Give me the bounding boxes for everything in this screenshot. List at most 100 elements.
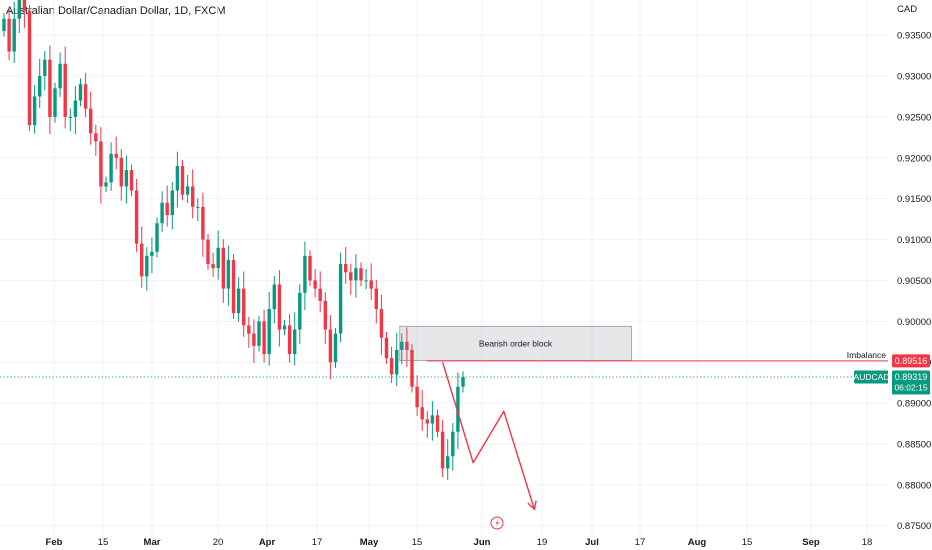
candle-body xyxy=(78,84,83,101)
candle-body xyxy=(323,300,327,330)
currency-label: CAD xyxy=(897,4,917,15)
candles xyxy=(2,0,465,480)
candle-body xyxy=(359,268,363,281)
candle-body xyxy=(236,288,241,314)
y-tick-label: 0.88000 xyxy=(897,480,931,491)
chart-title: Australian Dollar/Canadian Dollar, 1D, F… xyxy=(6,5,226,17)
candle-body xyxy=(155,223,159,252)
x-tick-label: Jun xyxy=(474,537,491,548)
y-tick-label: 0.90500 xyxy=(897,276,931,287)
x-tick-label: May xyxy=(360,537,379,548)
candle-body xyxy=(150,251,154,256)
candle-body xyxy=(43,59,47,77)
candle-body xyxy=(124,170,129,187)
lightning-glyph xyxy=(495,519,499,527)
candle-body xyxy=(267,309,271,355)
x-tick-label: 15 xyxy=(98,537,109,548)
current-price-label: 0.89319 xyxy=(895,372,928,382)
candle-body xyxy=(257,321,261,346)
candle-body xyxy=(129,170,134,191)
projection-path xyxy=(441,362,536,510)
x-tick-label: Jul xyxy=(585,537,599,548)
symbol-tag xyxy=(854,370,889,384)
candle-body xyxy=(308,255,312,281)
y-tick-label: 0.93500 xyxy=(897,31,931,42)
x-tick-label: Sep xyxy=(802,537,820,548)
candle-body xyxy=(17,0,21,19)
candle-body xyxy=(430,415,435,424)
candle-body xyxy=(389,358,394,375)
candle-body xyxy=(293,329,297,355)
y-tick-label: 0.87500 xyxy=(897,521,931,532)
candle-body xyxy=(211,264,215,269)
candle-body xyxy=(282,325,287,330)
candle-body xyxy=(94,133,98,142)
countdown-label: 06:02:15 xyxy=(894,383,927,393)
y-tick-label: 0.88500 xyxy=(897,439,931,450)
candle-body xyxy=(2,18,6,32)
time-axis: Feb 15 Mar 20 Apr 17 May 15 Jun 19 Jul 17 Aug 15 Sep 18 xyxy=(46,537,873,548)
order-block-label: Bearish order block xyxy=(479,338,553,348)
candle-body xyxy=(262,321,266,355)
candle-body xyxy=(196,206,200,208)
x-tick-label: Apr xyxy=(259,537,276,548)
candle-body xyxy=(38,76,42,97)
imbalance-price-tag xyxy=(892,354,930,368)
candle-body xyxy=(22,0,27,11)
candle-body xyxy=(451,431,455,457)
y-tick-label: 0.92500 xyxy=(897,112,931,123)
candle-body xyxy=(58,63,62,89)
candle-body xyxy=(73,100,78,117)
candle-body xyxy=(160,202,164,224)
current-price-tag xyxy=(892,370,930,395)
x-tick-label: 15 xyxy=(742,537,753,548)
y-tick-label: 0.89000 xyxy=(897,399,931,410)
order-block-zone xyxy=(399,325,632,361)
candle-body xyxy=(119,157,123,187)
candle-body xyxy=(99,141,103,187)
candle-body xyxy=(231,260,236,314)
candle-body xyxy=(180,165,185,195)
candle-body xyxy=(364,280,368,282)
candle-body xyxy=(191,186,195,207)
candle-body xyxy=(247,325,251,334)
candle-body xyxy=(369,280,373,289)
candle-body xyxy=(206,239,210,265)
candle-body xyxy=(7,18,11,52)
candle-body xyxy=(140,243,144,277)
candle-body xyxy=(12,18,16,52)
x-tick-label: 20 xyxy=(213,537,224,548)
candle-body xyxy=(298,292,302,330)
candle-body xyxy=(175,165,180,191)
candle-body xyxy=(272,284,276,310)
candle-body xyxy=(410,349,414,387)
projection-arrow-head xyxy=(527,500,537,511)
candle-body xyxy=(201,206,205,240)
symbol-label: AUDCAD xyxy=(854,372,890,382)
annotations: Bearish order block Imbalance AUDCAD xyxy=(0,325,890,530)
candle-body xyxy=(252,333,256,346)
candle-body xyxy=(32,96,37,126)
candle-body xyxy=(226,260,231,289)
candle-body xyxy=(114,153,118,158)
candle-body xyxy=(349,272,353,281)
candle-body xyxy=(333,333,338,363)
candle-body xyxy=(63,63,67,117)
candle-body xyxy=(313,280,317,289)
x-tick-label: 19 xyxy=(537,537,548,548)
candle-body xyxy=(277,284,282,330)
y-tick-label: 0.91000 xyxy=(897,235,931,246)
candle-body xyxy=(456,386,460,432)
candle-body xyxy=(446,456,450,469)
candle-body xyxy=(53,88,57,117)
candle-body xyxy=(134,190,139,244)
candle-body xyxy=(303,255,307,293)
y-tick-label: 0.93000 xyxy=(897,72,931,83)
x-tick-label: 17 xyxy=(312,537,323,548)
grid xyxy=(0,0,888,538)
candle-body xyxy=(216,247,220,269)
imbalance-price-label: 0.89516 xyxy=(895,356,928,366)
candle-body xyxy=(415,386,419,408)
candle-body xyxy=(165,202,169,216)
